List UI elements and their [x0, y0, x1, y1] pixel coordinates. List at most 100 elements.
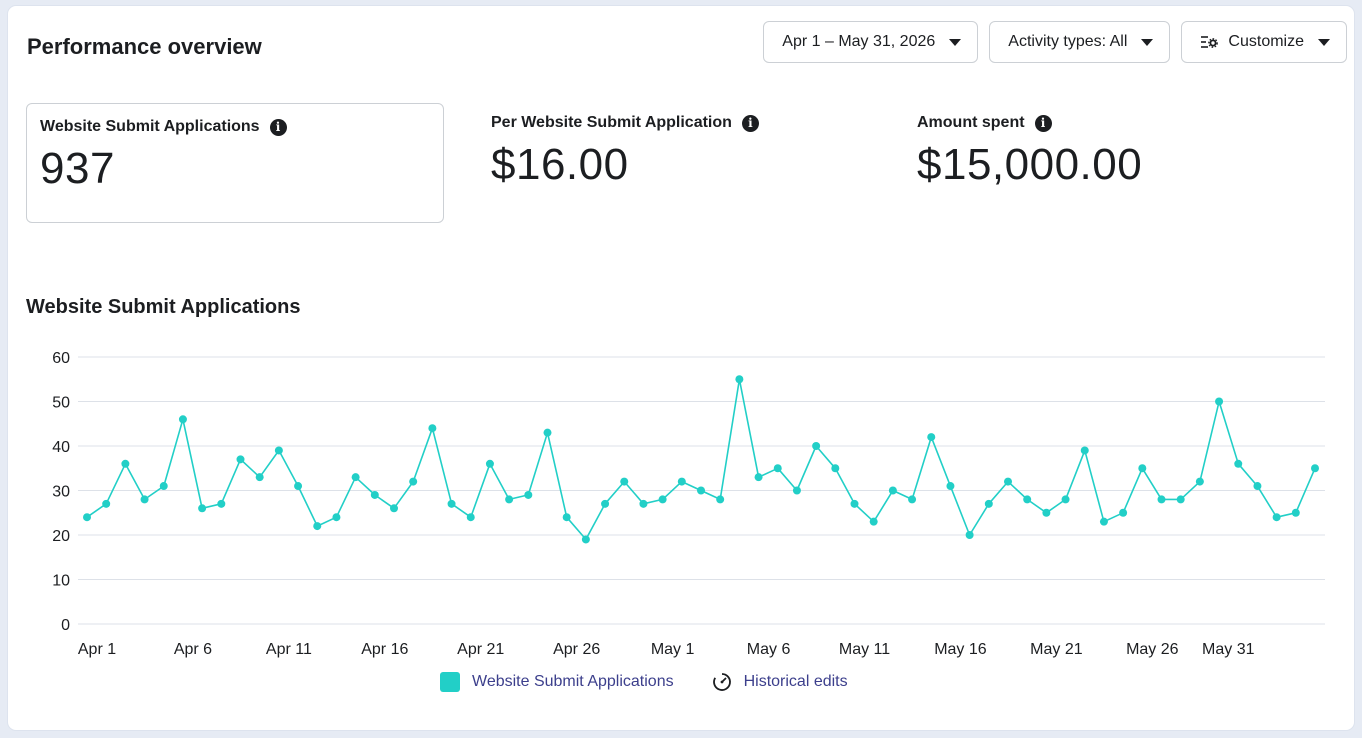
- y-tick-label: 0: [61, 617, 70, 634]
- y-tick-label: 60: [52, 350, 70, 367]
- data-point[interactable]: [178, 415, 187, 424]
- legend-item-series[interactable]: Website Submit Applications: [440, 672, 674, 692]
- settings-list-icon: [1200, 35, 1219, 49]
- metric-value: $16.00: [491, 140, 629, 189]
- data-point[interactable]: [908, 495, 917, 504]
- y-tick-label: 30: [52, 484, 70, 501]
- legend-item-historical-edits[interactable]: Historical edits: [712, 672, 848, 692]
- data-point[interactable]: [409, 477, 418, 486]
- data-point[interactable]: [543, 428, 552, 437]
- data-point[interactable]: [1215, 397, 1224, 406]
- data-point[interactable]: [927, 433, 936, 442]
- data-point[interactable]: [562, 513, 571, 522]
- data-point[interactable]: [716, 495, 725, 504]
- data-point[interactable]: [888, 486, 897, 495]
- data-point[interactable]: [1234, 459, 1243, 468]
- data-point[interactable]: [351, 473, 360, 482]
- data-point[interactable]: [332, 513, 341, 522]
- activity-types-dropdown[interactable]: Activity types: All: [989, 21, 1171, 63]
- data-point[interactable]: [812, 442, 821, 450]
- customize-button[interactable]: Customize: [1181, 21, 1347, 63]
- data-point[interactable]: [524, 490, 533, 499]
- x-tick-label: Apr 1: [78, 641, 116, 658]
- data-point[interactable]: [1042, 508, 1051, 517]
- data-point[interactable]: [198, 504, 207, 513]
- data-point[interactable]: [1004, 477, 1012, 486]
- date-range-dropdown[interactable]: Apr 1 – May 31, 2026: [763, 21, 979, 63]
- data-point[interactable]: [1253, 482, 1262, 491]
- info-icon[interactable]: i: [741, 114, 759, 132]
- info-icon[interactable]: i: [269, 118, 287, 136]
- data-point[interactable]: [984, 499, 993, 508]
- data-point[interactable]: [1291, 508, 1300, 517]
- data-point[interactable]: [255, 473, 264, 482]
- data-point[interactable]: [1080, 446, 1089, 455]
- caret-down-icon: [1318, 38, 1330, 46]
- data-point[interactable]: [1119, 508, 1128, 517]
- metric-label: Amount spent: [917, 114, 1025, 131]
- line-chart[interactable]: 0 10 20 30 40 50 60 Apr 1 Apr 6 Apr 11 Apr 16 Apr 2…: [0, 330, 1362, 670]
- x-tick-label: Apr 11: [266, 641, 312, 658]
- performance-card: [8, 6, 1354, 730]
- data-point[interactable]: [294, 482, 303, 491]
- data-point[interactable]: [1176, 495, 1185, 504]
- data-point[interactable]: [581, 535, 590, 544]
- data-point[interactable]: [505, 495, 514, 504]
- y-tick-label: 10: [52, 573, 70, 590]
- data-point[interactable]: [236, 455, 245, 464]
- data-point[interactable]: [370, 490, 379, 499]
- data-point[interactable]: [83, 513, 91, 522]
- data-point[interactable]: [1157, 495, 1166, 504]
- data-point[interactable]: [313, 522, 322, 531]
- data-point[interactable]: [735, 375, 744, 384]
- data-point[interactable]: [1138, 464, 1147, 473]
- series-line: [86, 378, 1316, 541]
- data-point[interactable]: [965, 531, 974, 539]
- data-point[interactable]: [831, 464, 840, 473]
- date-range-label: Apr 1 – May 31, 2026: [782, 33, 936, 50]
- data-point[interactable]: [792, 486, 801, 495]
- data-point[interactable]: [658, 495, 667, 504]
- data-point[interactable]: [1023, 495, 1032, 504]
- data-point[interactable]: [485, 459, 494, 468]
- metric-label: Per Website Submit Application: [491, 114, 732, 131]
- data-point[interactable]: [159, 482, 168, 491]
- y-tick-label: 20: [52, 528, 70, 545]
- data-point[interactable]: [140, 495, 149, 504]
- data-point[interactable]: [850, 499, 859, 508]
- customize-label: Customize: [1228, 33, 1304, 50]
- info-icon[interactable]: i: [1034, 114, 1052, 132]
- data-point[interactable]: [466, 513, 475, 522]
- metric-card-submit-applications[interactable]: Website Submit Applications i 937: [26, 103, 444, 223]
- data-point[interactable]: [1195, 477, 1204, 486]
- data-point[interactable]: [639, 499, 648, 508]
- data-point[interactable]: [677, 477, 686, 486]
- data-point[interactable]: [1099, 517, 1108, 526]
- data-point[interactable]: [121, 459, 130, 468]
- data-point[interactable]: [869, 517, 878, 526]
- metric-label: Website Submit Applications: [40, 118, 260, 135]
- data-point[interactable]: [217, 499, 226, 508]
- x-tick-label: May 26: [1126, 641, 1179, 658]
- x-tick-label: Apr 26: [553, 641, 600, 658]
- data-point[interactable]: [274, 446, 283, 455]
- data-point[interactable]: [102, 499, 111, 508]
- data-point[interactable]: [773, 464, 782, 473]
- data-point[interactable]: [1061, 495, 1070, 504]
- data-point[interactable]: [390, 504, 398, 513]
- x-tick-label: May 16: [934, 641, 987, 658]
- data-point[interactable]: [697, 486, 705, 495]
- metric-card-amount-spent[interactable]: Amount spent i $15,000.00: [917, 114, 1142, 190]
- data-point[interactable]: [620, 477, 629, 486]
- page-title: Performance overview: [27, 34, 262, 59]
- data-point[interactable]: [754, 473, 763, 482]
- data-point[interactable]: [428, 424, 437, 433]
- x-tick-label: Apr 21: [457, 641, 504, 658]
- data-point[interactable]: [601, 499, 610, 508]
- metric-card-cost-per-application[interactable]: Per Website Submit Application i $16.00: [491, 114, 759, 190]
- data-point[interactable]: [1272, 513, 1281, 522]
- data-point[interactable]: [946, 482, 955, 491]
- data-point[interactable]: [1311, 464, 1319, 473]
- x-tick-label: Apr 16: [361, 641, 408, 658]
- data-point[interactable]: [447, 499, 456, 508]
